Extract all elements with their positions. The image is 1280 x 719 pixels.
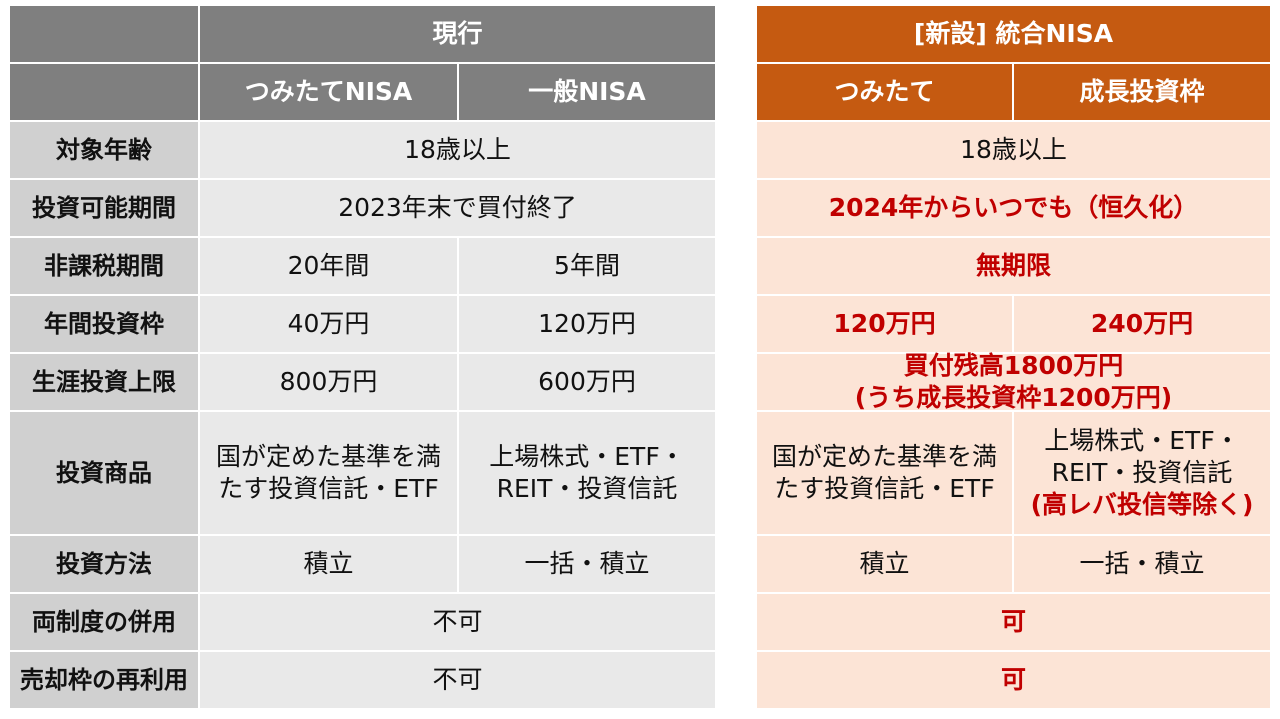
corner-cell [10, 64, 200, 122]
row-label-products: 投資商品 [10, 412, 200, 536]
current-header: 現行 [200, 6, 717, 64]
text-line: 買付残高1800万円 [903, 351, 1124, 380]
current-nisa-table: 現行 つみたてNISA 一般NISA 対象年齢 18歳以上 投資可能期間 202… [10, 6, 717, 710]
tsumitate-lifetime-limit: 800万円 [200, 354, 459, 412]
tsumitate-annual-limit: 40万円 [200, 296, 459, 354]
current-concurrent-use-value: 不可 [200, 594, 717, 652]
ippan-tax-exempt-period: 5年間 [459, 238, 717, 296]
current-quota-reuse-value: 不可 [200, 652, 717, 710]
new-growth-products: 上場株式・ETF・ REIT・投資信託 (高レバ投信等除く) [1014, 412, 1272, 536]
new-age-value: 18歳以上 [757, 122, 1272, 180]
ippan-method: 一括・積立 [459, 536, 717, 594]
row-label-concurrent-use: 両制度の併用 [10, 594, 200, 652]
ippan-annual-limit: 120万円 [459, 296, 717, 354]
text-line: 国が定めた基準を満 [215, 442, 441, 471]
subheader-growth-quota: 成長投資枠 [1014, 64, 1272, 122]
row-label-investment-period: 投資可能期間 [10, 180, 200, 238]
new-lifetime-limit-value: 買付残高1800万円 (うち成長投資枠1200万円) [757, 351, 1272, 412]
text-line: 上場株式・ETF・ [1044, 426, 1240, 455]
new-header: [新設] 統合NISA [757, 6, 1272, 64]
text-line: (うち成長投資枠1200万円) [854, 383, 1173, 412]
tsumitate-products: 国が定めた基準を満 たす投資信託・ETF [200, 412, 459, 536]
current-investment-period-value: 2023年末で買付終了 [200, 180, 717, 238]
text-line: たす投資信託・ETF [218, 474, 439, 503]
text-line: 上場株式・ETF・ [489, 442, 685, 471]
subheader-tsumitate-nisa: つみたてNISA [200, 64, 459, 122]
text-line: REIT・投資信託 [1051, 458, 1233, 487]
row-label-lifetime-limit: 生涯投資上限 [10, 354, 200, 412]
new-growth-method: 一括・積立 [1014, 536, 1272, 594]
text-line: REIT・投資信託 [496, 474, 678, 503]
subheader-ippan-nisa: 一般NISA [459, 64, 717, 122]
row-label-tax-exempt-period: 非課税期間 [10, 238, 200, 296]
new-nisa-table: [新設] 統合NISA つみたて 成長投資枠 18歳以上 2024年からいつでも… [757, 6, 1272, 710]
tsumitate-method: 積立 [200, 536, 459, 594]
subheader-tsumitate: つみたて [757, 64, 1014, 122]
new-tsumitate-products: 国が定めた基準を満 たす投資信託・ETF [757, 412, 1014, 536]
row-label-age: 対象年齢 [10, 122, 200, 180]
row-label-method: 投資方法 [10, 536, 200, 594]
row-label-annual-limit: 年間投資枠 [10, 296, 200, 354]
new-concurrent-use-value: 可 [757, 594, 1272, 652]
corner-cell [10, 6, 200, 64]
new-growth-annual-limit: 240万円 [1014, 296, 1272, 354]
row-label-quota-reuse: 売却枠の再利用 [10, 652, 200, 710]
ippan-products: 上場株式・ETF・ REIT・投資信託 [459, 412, 717, 536]
tsumitate-tax-exempt-period: 20年間 [200, 238, 459, 296]
new-tax-exempt-period-value: 無期限 [757, 238, 1272, 296]
new-tsumitate-annual-limit: 120万円 [757, 296, 1014, 354]
exclusion-note: (高レバ投信等除く) [1030, 490, 1254, 519]
text-line: たす投資信託・ETF [774, 474, 995, 503]
current-age-value: 18歳以上 [200, 122, 717, 180]
text-line: 国が定めた基準を満 [771, 442, 997, 471]
new-quota-reuse-value: 可 [757, 652, 1272, 710]
ippan-lifetime-limit: 600万円 [459, 354, 717, 412]
new-investment-period-value: 2024年からいつでも（恒久化） [757, 180, 1272, 238]
new-tsumitate-method: 積立 [757, 536, 1014, 594]
